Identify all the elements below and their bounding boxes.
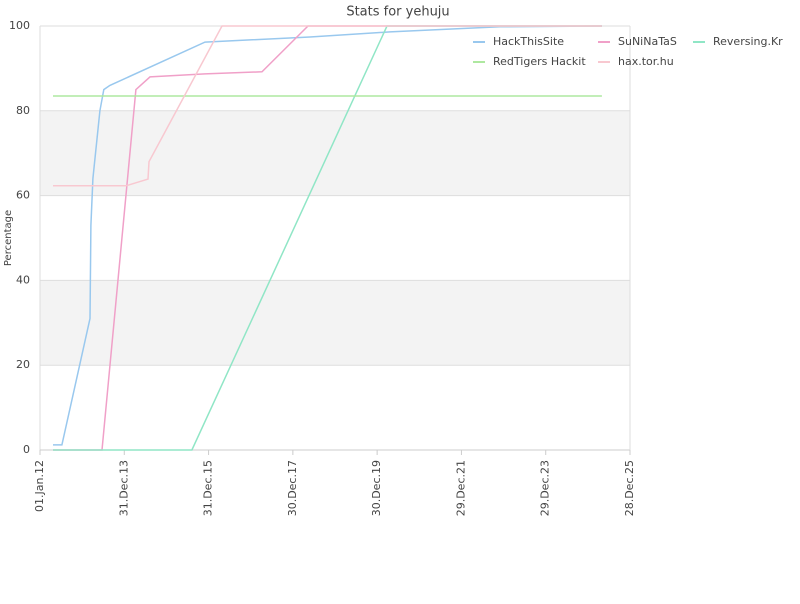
legend-label: HackThisSite [493, 35, 564, 48]
x-tick-label: 31.Dec.13 [117, 460, 130, 516]
series-line [53, 25, 602, 446]
x-tick-label: 01.Jan.12 [33, 460, 46, 512]
legend-label: SuNiNaTaS [618, 35, 677, 48]
legend-label: Reversing.Kr [713, 35, 783, 48]
y-tick-label: 40 [16, 273, 30, 286]
x-tick-label: 31.Dec.15 [202, 460, 215, 516]
y-tick-label: 100 [9, 19, 30, 32]
legend-label: hax.tor.hu [618, 55, 674, 68]
y-axis-label: Percentage [3, 210, 14, 266]
series-line [53, 25, 602, 451]
y-tick-label: 0 [23, 443, 30, 456]
y-tick-label: 20 [16, 358, 30, 371]
grid-band [40, 110, 630, 196]
y-tick-label: 60 [16, 189, 30, 202]
y-tick-label: 80 [16, 104, 30, 117]
x-tick-label: 29.Dec.21 [454, 460, 467, 516]
x-tick-label: 28.Dec.25 [623, 460, 636, 516]
legend-label: RedTigers Hackit [493, 55, 586, 68]
grid-band [40, 280, 630, 366]
x-tick-label: 29.Dec.23 [539, 460, 552, 516]
x-tick-label: 30.Dec.19 [370, 460, 383, 516]
series-line [53, 25, 602, 187]
x-tick-label: 30.Dec.17 [286, 460, 299, 516]
chart-title: Stats for yehuju [346, 5, 449, 20]
